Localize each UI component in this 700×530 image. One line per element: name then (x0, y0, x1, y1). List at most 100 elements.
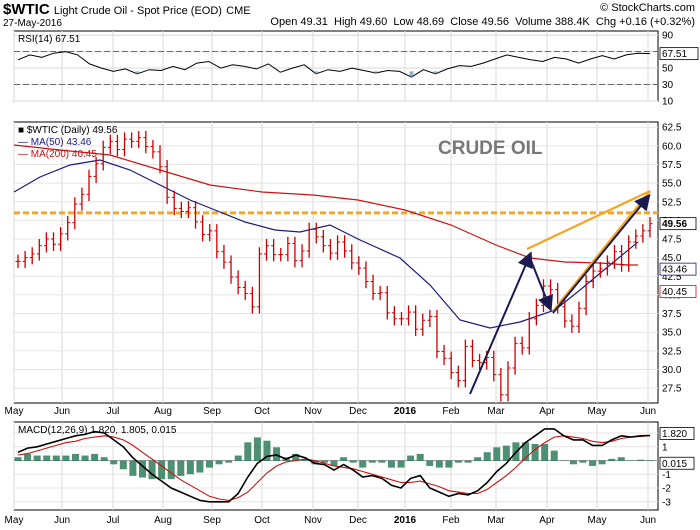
macd-histogram-bar (416, 453, 424, 461)
rsi-low-shade (433, 71, 438, 74)
macd-histogram-bar (215, 460, 223, 465)
macd-histogram-bar (14, 457, 22, 461)
price-tick-label: 45.0 (662, 253, 682, 264)
brand-watermark: © StockCharts.com (600, 2, 695, 14)
macd-histogram-bar (464, 460, 472, 463)
open-value: 49.31 (300, 16, 328, 28)
macd-histogram-bar (636, 459, 644, 461)
macd-histogram-bar (234, 455, 242, 461)
macd-histogram-bar (320, 460, 328, 463)
macd-histogram-bar (569, 460, 577, 465)
price-x-tick-label: Oct (254, 406, 270, 417)
macd-histogram-bar (263, 440, 271, 461)
uptrend-arrow (552, 193, 651, 314)
price-tick-label: 55.0 (662, 179, 682, 190)
macd-hist-last-value-label: 0.015 (662, 459, 687, 470)
macd-histogram-bar (349, 460, 357, 463)
macd-x-tick-label: Apr (539, 515, 555, 526)
rsi-low-shade (135, 71, 140, 74)
macd-histogram-bar (43, 455, 51, 461)
macd-histogram-bar (522, 442, 530, 461)
macd-histogram-bar (177, 460, 185, 476)
macd-histogram-bar (368, 460, 376, 463)
ma50-legend: — MA(50) 43.46 (18, 137, 92, 148)
symbol: $WTIC (3, 1, 50, 18)
rsi-tick-label: 10 (662, 97, 674, 108)
macd-tick-label: -2 (662, 484, 671, 495)
macd-histogram-bar (579, 460, 587, 463)
rsi-tick-label: 30 (662, 80, 674, 91)
macd-histogram-bar (225, 460, 233, 463)
macd-histogram-bar (435, 460, 443, 468)
price-tick-label: 30.0 (662, 365, 682, 376)
high-label: High (334, 16, 357, 28)
macd-histogram-bar (550, 450, 558, 461)
quote-line: Open 49.31 High 49.60 Low 48.69 Close 49… (270, 16, 695, 28)
price-tick-label: 47.5 (662, 235, 682, 246)
macd-histogram-bar (454, 460, 462, 463)
macd-tick-label: -1 (662, 470, 671, 481)
macd-histogram-bar (541, 444, 549, 461)
price-x-tick-label: Jun (54, 406, 70, 417)
macd-histogram-bar (24, 453, 32, 461)
low-value: 48.69 (416, 16, 445, 28)
macd-histogram-bar (62, 455, 70, 461)
macd-histogram-bar (253, 437, 261, 461)
macd-histogram-bar (110, 460, 118, 465)
volume-label: Volume (515, 16, 552, 28)
macd-histogram-bar (52, 455, 60, 461)
macd-x-tick-label: Feb (442, 515, 460, 526)
macd-histogram-bar (483, 452, 491, 461)
macd-histogram-bar (273, 447, 281, 461)
macd-histogram-bar (646, 460, 654, 461)
macd-histogram-bar (426, 460, 434, 466)
macd-signal-line (17, 435, 651, 501)
price-x-tick-label: Mar (487, 406, 505, 417)
ma50-last-value-label: 43.46 (662, 265, 687, 276)
ma200-last-value-box (659, 285, 697, 298)
lower-trendline (552, 190, 651, 312)
macd-histogram-bar (129, 460, 137, 476)
close-value: 49.56 (481, 16, 510, 28)
price-tick-label: 42.5 (662, 272, 682, 283)
price-tick-label: 62.5 (662, 123, 682, 134)
macd-histogram-bar (71, 453, 79, 461)
rally-arrow (469, 251, 533, 395)
macd-histogram-bar (493, 447, 501, 461)
price-x-tick-label: Nov (304, 406, 322, 417)
macd-x-tick-label: Jun (54, 515, 70, 526)
macd-histogram-bar (119, 460, 127, 470)
rsi-title: RSI(14) 67.51 (18, 34, 81, 45)
ma50-last-value-box (659, 262, 697, 276)
macd-histogram-bar (560, 460, 568, 461)
macd-histogram-bar (292, 453, 300, 461)
rsi-last-value-label: 67.51 (662, 49, 687, 60)
macd-histogram-bar (206, 460, 214, 468)
chart-date: 27-May-2016 (3, 18, 62, 29)
price-x-tick-label: Jun (640, 406, 656, 417)
macd-histogram-bar (378, 460, 386, 463)
rsi-last-value-box (659, 47, 699, 61)
rsi-panel-frame (13, 30, 659, 102)
macd-title: MACD(12,26,9) 1.820, 1.805, 0.015 (18, 425, 177, 436)
price-x-tick-label: Sep (203, 406, 221, 417)
close-label: Close (450, 16, 479, 28)
macd-x-tick-label: May (5, 515, 24, 526)
price-tick-label: 57.5 (662, 160, 682, 171)
price-tick-label: 60.0 (662, 141, 682, 152)
price-tick-label: 35.0 (662, 328, 682, 339)
macd-histogram-bar (311, 460, 319, 465)
price-x-tick-label: Feb (442, 406, 460, 417)
ma200-last-value-label: 40.45 (662, 287, 687, 298)
macd-hist-last-value-box (659, 456, 695, 470)
macd-x-tick-label: Aug (154, 515, 172, 526)
macd-x-tick-label: May (588, 515, 607, 526)
macd-x-tick-label: Nov (304, 515, 322, 526)
macd-histogram-bar (33, 455, 41, 461)
macd-tick-label: -3 (662, 497, 671, 508)
exchange: CME (226, 5, 251, 17)
macd-histogram-bar (138, 460, 146, 478)
rsi-low-shade (409, 71, 414, 78)
macd-x-tick-label: Jul (107, 515, 120, 526)
